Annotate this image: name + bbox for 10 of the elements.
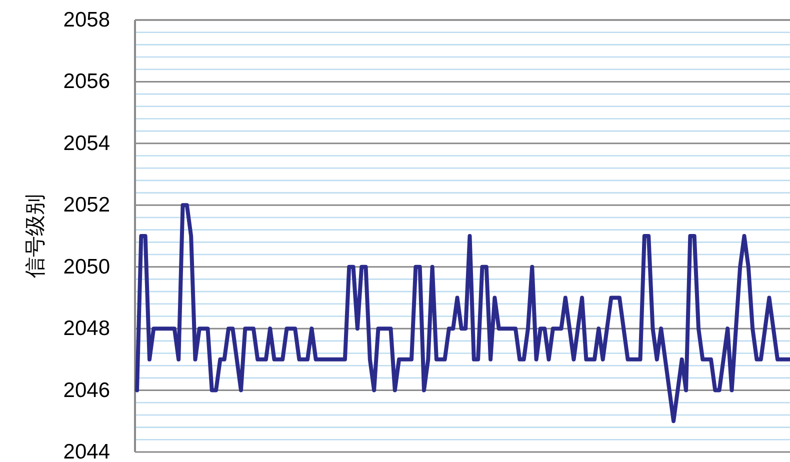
y-tick-label: 2056 [63, 70, 110, 94]
y-tick-label: 2052 [63, 194, 110, 217]
y-tick-label: 2048 [63, 317, 110, 340]
y-axis-title: 信号级别 [23, 194, 47, 278]
y-tick-label: 2058 [63, 8, 110, 32]
line-series [135, 203, 790, 424]
y-tick-label: 2050 [63, 255, 110, 278]
y-tick-label: 2054 [63, 132, 110, 155]
y-tick-label: 2044 [63, 440, 110, 462]
y-tick-label: 2046 [63, 378, 110, 402]
